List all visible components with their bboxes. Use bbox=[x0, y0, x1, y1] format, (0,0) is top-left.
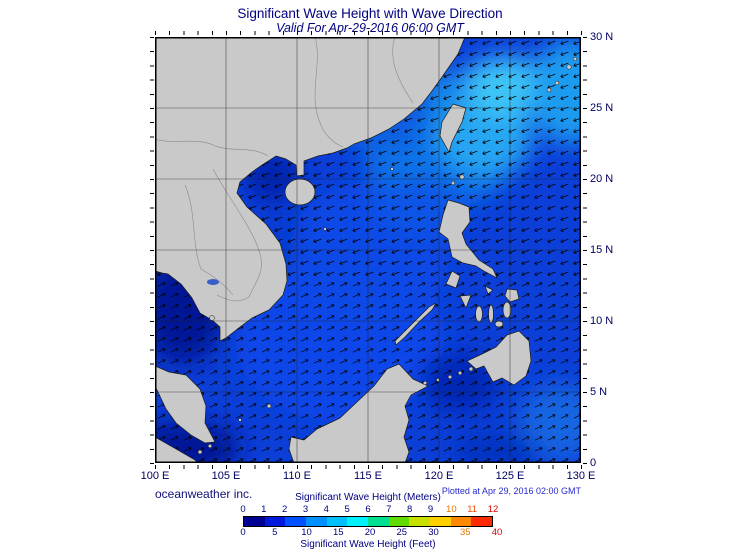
feet-tick: 40 bbox=[491, 527, 503, 538]
land-masses bbox=[155, 37, 532, 463]
legend-feet-label: Significant Wave Height (Feet) bbox=[300, 539, 436, 550]
feet-tick: 15 bbox=[332, 527, 344, 538]
meters-tick: 2 bbox=[282, 504, 288, 515]
lat-label: 5 N bbox=[590, 386, 608, 398]
meters-tick: 1 bbox=[261, 504, 267, 515]
feet-tick: 5 bbox=[272, 527, 278, 538]
meters-tick: 10 bbox=[446, 504, 457, 515]
colorbar-segment bbox=[306, 517, 327, 526]
map-canvas bbox=[155, 37, 581, 463]
colorbar-segment bbox=[368, 517, 389, 526]
lat-label: 10 N bbox=[590, 315, 614, 327]
meters-tick: 6 bbox=[365, 504, 371, 515]
degree-ticks-left bbox=[150, 37, 154, 464]
tonle-sap-lake bbox=[207, 279, 219, 285]
panay bbox=[459, 294, 472, 309]
degree-ticks-bottom bbox=[155, 465, 582, 469]
lat-label: 25 N bbox=[590, 102, 614, 114]
colorbar-segment bbox=[285, 517, 307, 526]
taiwan bbox=[439, 103, 467, 153]
plotted-timestamp: Plotted at Apr 29, 2016 02:00 GMT bbox=[441, 486, 581, 496]
meters-tick: 3 bbox=[302, 504, 309, 515]
meters-tick: 7 bbox=[386, 504, 392, 515]
feet-tick: 20 bbox=[364, 527, 376, 538]
meters-tick: 8 bbox=[407, 504, 413, 515]
lat-label: 15 N bbox=[590, 244, 614, 256]
negros bbox=[475, 305, 483, 323]
cebu bbox=[488, 304, 494, 324]
lat-label: 0 bbox=[590, 457, 597, 469]
meters-tick: 9 bbox=[427, 504, 434, 515]
legend-meters-label: Significant Wave Height (Meters) bbox=[295, 492, 441, 503]
feet-tick: 35 bbox=[459, 527, 471, 538]
latitude-axis: 30 N 25 N 20 N 15 N 10 N 5 N 0 bbox=[590, 31, 632, 469]
bohol bbox=[494, 320, 504, 328]
legend-feet-ticks: 0 5 10 15 20 25 30 35 40 bbox=[240, 527, 502, 539]
palawan bbox=[394, 302, 437, 346]
meters-tick: 11 bbox=[467, 504, 478, 515]
samar bbox=[504, 288, 520, 303]
lat-label: 20 N bbox=[590, 173, 614, 185]
legend-meters-ticks: 0 1 2 3 4 5 6 7 8 9 10 11 12 bbox=[240, 504, 498, 516]
masbate bbox=[484, 285, 494, 295]
colorbar-segment bbox=[326, 517, 348, 526]
map-border bbox=[155, 37, 581, 463]
leyte bbox=[502, 301, 512, 319]
small-islands bbox=[197, 56, 578, 455]
lon-label: 120 E bbox=[424, 470, 454, 482]
page-title: Significant Wave Height with Wave Direct… bbox=[237, 6, 503, 21]
lon-label: 100 E bbox=[140, 470, 170, 482]
lat-label: 30 N bbox=[590, 31, 614, 43]
feet-tick: 30 bbox=[428, 527, 439, 538]
feet-tick: 0 bbox=[240, 527, 246, 538]
lon-label: 125 E bbox=[495, 470, 525, 482]
colorbar-segment bbox=[347, 517, 369, 526]
lon-label: 130 E bbox=[566, 470, 596, 482]
longitude-axis: 100 E 105 E 110 E 115 E 120 E 125 E 130 E bbox=[141, 470, 596, 484]
colorbar-segment bbox=[471, 517, 493, 526]
feet-tick: 25 bbox=[396, 527, 408, 538]
meters-tick: 0 bbox=[240, 504, 246, 515]
graticule-grid bbox=[155, 37, 581, 463]
mindanao bbox=[466, 330, 532, 386]
lon-label: 105 E bbox=[211, 470, 241, 482]
legend-colorbar bbox=[243, 516, 493, 527]
meters-tick: 4 bbox=[323, 504, 329, 515]
degree-ticks-right bbox=[583, 37, 587, 464]
country-borders bbox=[155, 37, 414, 302]
colorbar-segment bbox=[264, 517, 286, 526]
credit-text: oceanweather inc. bbox=[155, 487, 253, 501]
degree-ticks-top bbox=[155, 31, 582, 35]
meters-tick: 12 bbox=[487, 504, 499, 515]
colorbar-segment bbox=[450, 517, 472, 526]
colorbar-segment bbox=[409, 517, 431, 526]
feet-tick: 10 bbox=[301, 527, 312, 538]
mindoro bbox=[445, 270, 461, 289]
meters-tick: 5 bbox=[344, 504, 350, 515]
lon-label: 110 E bbox=[283, 470, 311, 482]
colorbar-segment bbox=[244, 517, 265, 526]
luzon bbox=[438, 199, 498, 279]
colorbar-segment bbox=[430, 517, 451, 526]
colorbar-segment bbox=[388, 517, 410, 526]
lon-label: 115 E bbox=[354, 470, 382, 482]
wave-height-map bbox=[155, 37, 581, 463]
malay-peninsula bbox=[155, 365, 216, 444]
hainan bbox=[284, 178, 316, 206]
borneo bbox=[288, 363, 429, 463]
